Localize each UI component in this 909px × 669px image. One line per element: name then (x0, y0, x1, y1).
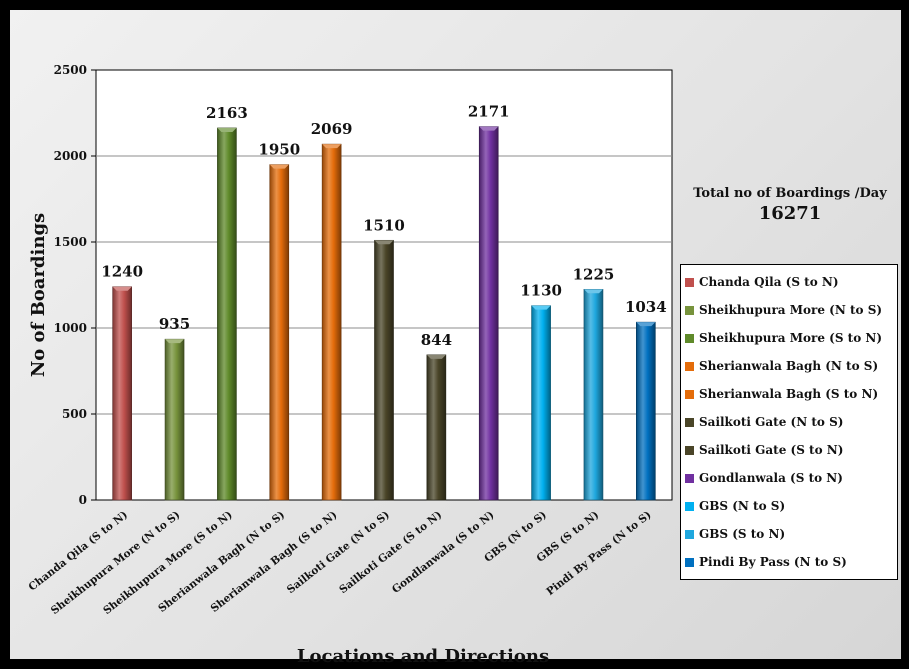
legend-item: Pindi By Pass (N to S) (685, 548, 893, 576)
bar-cap (374, 240, 394, 245)
bar-cap (112, 286, 132, 291)
y-tick-label: 1500 (54, 235, 87, 249)
y-tick-label: 2000 (54, 149, 87, 163)
legend-item: Gondlanwala (S to N) (685, 464, 893, 492)
legend-label: Sheikhupura More (N to S) (699, 303, 883, 317)
bar-cap (165, 339, 185, 344)
legend-item: Sherianwala Bagh (S to N) (685, 380, 893, 408)
legend-label: GBS (N to S) (699, 499, 786, 513)
legend-item: Chanda Qila (S to N) (685, 268, 893, 296)
legend-item: Sailkoti Gate (S to N) (685, 436, 893, 464)
y-tick-label: 500 (62, 407, 87, 421)
x-tick-label: Gondlanwala (S to N) (390, 509, 497, 596)
legend-swatch (685, 305, 694, 315)
legend-item: GBS (N to S) (685, 492, 893, 520)
bar (269, 164, 290, 501)
total-boardings-annotation: Total no of Boardings /Day 16271 (672, 186, 908, 224)
bar (636, 321, 656, 501)
data-label: 1034 (625, 298, 667, 316)
legend-swatch (685, 529, 694, 539)
legend-label: Sailkoti Gate (S to N) (699, 443, 844, 457)
legend-item: Sheikhupura More (N to S) (685, 296, 893, 324)
legend-label: Sheikhupura More (S to N) (699, 331, 883, 345)
legend-swatch (685, 557, 694, 567)
legend-swatch (685, 389, 694, 399)
bar-cap (479, 126, 499, 131)
legend-swatch (685, 417, 694, 427)
x-tick-label: Sailkoti Gate (N to S) (285, 509, 392, 596)
x-axis-title: Locations and Directions (297, 646, 549, 667)
data-label: 2069 (311, 120, 353, 138)
bar-cap (636, 322, 656, 327)
legend-swatch (685, 501, 694, 511)
data-label: 1510 (363, 216, 405, 234)
legend-label: Sherianwala Bagh (N to S) (699, 359, 879, 373)
bar-cap (322, 144, 342, 149)
legend-item: Sherianwala Bagh (N to S) (685, 352, 893, 380)
bar-cap (583, 289, 603, 294)
bar-cap (426, 354, 446, 359)
bar (217, 127, 237, 501)
bar (374, 239, 394, 501)
legend-label: Chanda Qila (S to N) (699, 275, 839, 289)
data-label: 2171 (468, 103, 510, 121)
legend-item: GBS (S to N) (685, 520, 893, 548)
data-label: 1130 (520, 282, 562, 300)
bar (583, 288, 604, 501)
bar-cap (217, 127, 237, 132)
legend-item: Sheikhupura More (S to N) (685, 324, 893, 352)
legend-label: Sherianwala Bagh (S to N) (699, 387, 879, 401)
legend-label: Pindi By Pass (N to S) (699, 555, 847, 569)
x-tick-label: Sailkoti Gate (S to N) (337, 509, 444, 596)
y-axis-title: No of Boardings (28, 213, 49, 377)
data-label: 1225 (573, 265, 615, 283)
bar-cap (531, 305, 551, 310)
total-boardings-value: 16271 (758, 203, 822, 224)
legend-label: Gondlanwala (S to N) (699, 471, 843, 485)
bar (426, 354, 447, 501)
y-tick-label: 1000 (54, 321, 87, 335)
data-label: 935 (159, 315, 190, 333)
bar (531, 305, 551, 501)
legend-label: Sailkoti Gate (N to S) (699, 415, 844, 429)
legend-swatch (685, 361, 694, 371)
bar (321, 143, 342, 501)
bar (164, 338, 185, 501)
chart-legend: Chanda Qila (S to N) Sheikhupura More (N … (680, 264, 898, 580)
legend-label: GBS (S to N) (699, 527, 786, 541)
legend-swatch (685, 473, 694, 483)
bar-cap (269, 164, 289, 169)
y-tick-label: 2500 (54, 63, 87, 77)
data-label: 1240 (101, 263, 143, 281)
total-boardings-label: Total no of Boardings /Day (693, 186, 887, 201)
x-tick-label: Chanda Qila (S to N) (26, 509, 130, 594)
legend-item: Sailkoti Gate (N to S) (685, 408, 893, 436)
bar (478, 126, 499, 501)
legend-swatch (685, 445, 694, 455)
x-tick-label: Pindi By Pass (N to S) (544, 509, 653, 598)
y-tick-label: 0 (79, 493, 87, 507)
data-label: 1950 (258, 141, 300, 159)
legend-swatch (685, 277, 694, 287)
legend-swatch (685, 333, 694, 343)
bar (112, 286, 132, 501)
data-label: 844 (421, 331, 452, 349)
data-label: 2163 (206, 104, 248, 122)
